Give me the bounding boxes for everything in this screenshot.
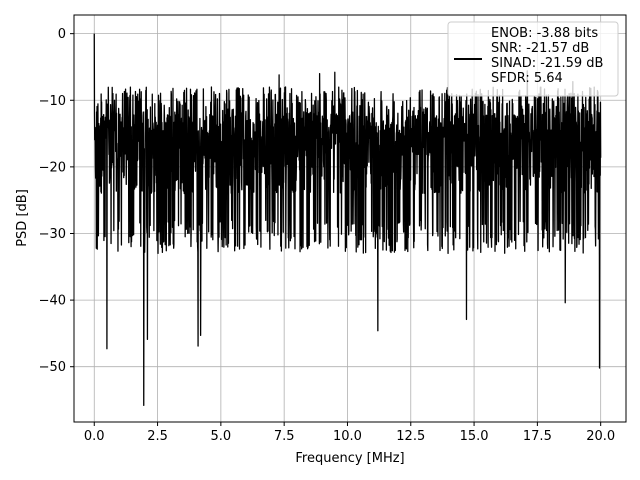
x-tick-label: 15.0 bbox=[460, 429, 489, 444]
y-tick-label: 0 bbox=[58, 27, 66, 42]
legend-label-line: ENOB: -3.88 bits bbox=[491, 26, 598, 41]
x-tick-label: 5.0 bbox=[211, 429, 232, 444]
x-tick-label: 10.0 bbox=[333, 429, 362, 444]
y-axis-ticks: 0 −10 −20 −30 −40 −50 bbox=[39, 27, 74, 375]
y-tick-label: −20 bbox=[39, 160, 66, 175]
legend-box bbox=[447, 21, 619, 97]
y-axis-label: PSD [dB] bbox=[15, 189, 30, 247]
y-tick-label: −10 bbox=[39, 94, 66, 109]
x-axis-ticks: 0.0 2.5 5.0 7.5 10.0 12.5 15.0 17.5 20.0 bbox=[84, 422, 615, 444]
x-axis-label: Frequency [MHz] bbox=[295, 451, 404, 466]
x-tick-label: 7.5 bbox=[274, 429, 295, 444]
plot-frame bbox=[73, 14, 627, 423]
x-tick-label: 0.0 bbox=[84, 429, 105, 444]
x-tick-label: 20.0 bbox=[586, 429, 615, 444]
legend-label-line: SNR: -21.57 dB bbox=[491, 41, 589, 56]
x-tick-label: 2.5 bbox=[147, 429, 168, 444]
psd-series-line bbox=[93, 33, 602, 406]
y-tick-label: −30 bbox=[39, 227, 66, 242]
legend-label: ENOB: -3.88 bits SNR: -21.57 dB SINAD: -21… bbox=[491, 26, 603, 86]
x-tick-label: 12.5 bbox=[396, 429, 425, 444]
trace-layer bbox=[93, 33, 602, 406]
y-tick-label: −40 bbox=[39, 294, 66, 309]
legend-label-line: SINAD: -21.59 dB bbox=[491, 56, 603, 71]
y-tick-label: −50 bbox=[39, 360, 66, 375]
legend: ENOB: -3.88 bits SNR: -21.57 dB SINAD: -21… bbox=[447, 21, 619, 97]
x-tick-label: 17.5 bbox=[523, 429, 552, 444]
legend-label-line: SFDR: 5.64 bbox=[491, 71, 563, 86]
